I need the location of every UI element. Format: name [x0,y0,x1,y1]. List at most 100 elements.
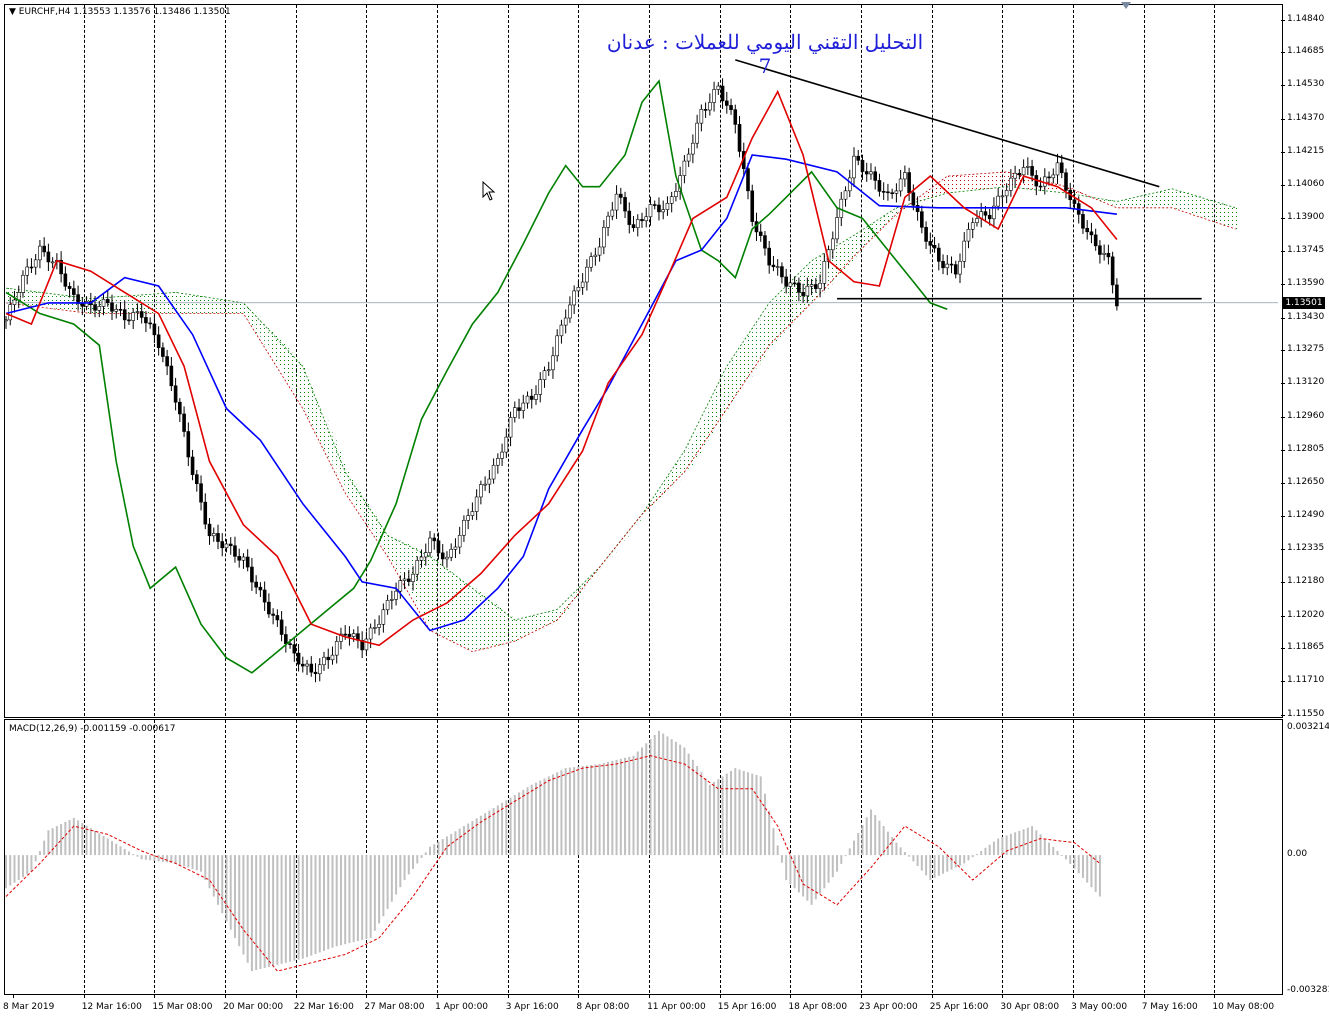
macd-histogram-bar [89,828,92,856]
bull-candle [317,664,322,675]
macd-histogram-bar [937,855,940,876]
ichimoku-cloud-segment [1205,199,1211,220]
macd-histogram-bar [776,845,779,856]
bull-candle [970,222,975,230]
macd-histogram-bar [522,789,525,856]
descending-resistance-trendline [735,59,1160,188]
ichimoku-cloud-segment [1049,182,1054,192]
macd-histogram-bar [772,828,775,856]
time-tick [13,994,15,998]
bull-candle [334,641,339,656]
ichimoku-cloud-segment [616,546,621,547]
macd-histogram-bar [454,831,457,856]
gridline [1143,5,1145,716]
macd-histogram-bar [539,780,542,856]
ichimoku-cloud-segment [1015,174,1020,188]
bear-candle [59,259,63,275]
bear-candle [860,160,865,172]
macd-histogram-bar [1001,836,1004,856]
ichimoku-cloud-segment [95,298,100,314]
ichimoku-cloud-segment [277,339,282,368]
ichimoku-cloud-segment [926,192,931,200]
ichimoku-cloud-segment [718,383,723,422]
macd-histogram-bar [352,855,355,943]
ichimoku-cloud-segment [319,408,325,443]
ichimoku-cloud-segment [527,616,532,635]
ichimoku-cloud-segment [73,296,79,312]
bull-candle [1043,176,1047,187]
bull-candle [534,394,538,400]
price-tick [1281,581,1285,583]
price-chart-panel[interactable] [4,4,1283,718]
bear-candle [1047,176,1051,179]
ichimoku-cloud-segment [1155,192,1160,208]
gridline [1002,5,1004,716]
macd-histogram-bar [509,797,512,856]
macd-histogram-bar [318,855,321,953]
bear-candle [63,273,68,287]
bear-candle [763,235,767,249]
time-tick-label: 11 Apr 00:00 [647,1002,706,1012]
bear-candle [750,190,755,222]
ichimoku-cloud-segment [684,450,689,472]
bull-candle [398,580,403,592]
bear-candle [877,180,882,192]
ichimoku-cloud-segment [938,182,944,196]
macd-histogram-bar [123,848,126,856]
bear-candle [195,474,199,485]
bear-candle [46,251,51,263]
bear-candle [928,241,933,246]
senkou-span-a-line [5,186,1236,621]
bull-candle [487,478,492,485]
macd-histogram-bar [378,855,381,924]
ichimoku-cloud-segment [6,288,11,303]
ichimoku-cloud-segment [900,206,905,211]
bear-candle [254,581,258,588]
ichimoku-cloud-segment [328,429,333,460]
time-tick [1002,994,1004,998]
current-price-label: 1.13501 [1283,297,1325,309]
bear-candle [746,168,750,192]
price-tick [1281,350,1285,352]
chart-shift-marker-icon[interactable] [1121,2,1131,10]
bull-candle [572,290,576,306]
bull-candle [351,633,356,637]
bull-candle [809,284,814,287]
macd-histogram-bar [730,770,733,856]
gridline [507,5,509,716]
gridline [366,5,368,716]
macd-histogram-bar [403,855,406,880]
macd-histogram-bar [585,765,588,856]
bear-candle [284,634,288,644]
ichimoku-cloud-segment [642,514,647,516]
macd-histogram-bar [742,770,745,856]
macd-histogram-bar [1077,855,1080,874]
bear-candle [279,619,284,635]
ichimoku-cloud-segment [52,294,57,309]
ichimoku-cloud-segment [603,561,609,563]
macd-histogram-bar [85,825,88,856]
ichimoku-cloud-segment [1066,186,1071,193]
macd-histogram-bar [1043,838,1046,856]
macd-histogram-bar [445,836,448,856]
ichimoku-cloud-segment [646,507,651,510]
gridline [649,5,651,716]
bull-candle [491,464,496,480]
ichimoku-cloud-segment [1193,195,1198,215]
gridline [295,720,297,993]
price-tick [1281,184,1285,186]
price-tick [1281,482,1285,484]
bear-candle [1072,199,1077,204]
ichimoku-cloud-segment [815,258,821,299]
bear-candle [29,266,34,269]
macd-histogram-bar [21,855,24,878]
macd-histogram-bar [369,855,372,938]
bear-candle [941,261,945,269]
macd-histogram-bar [929,855,932,880]
macd-header: MACD(12,26,9) -0.001159 -0.000617 [9,724,176,734]
ichimoku-cloud-segment [404,543,409,587]
time-tick [507,994,509,998]
ichimoku-cloud-segment [544,612,549,627]
ichimoku-cloud-segment [1023,176,1028,189]
bull-candle [822,261,827,284]
